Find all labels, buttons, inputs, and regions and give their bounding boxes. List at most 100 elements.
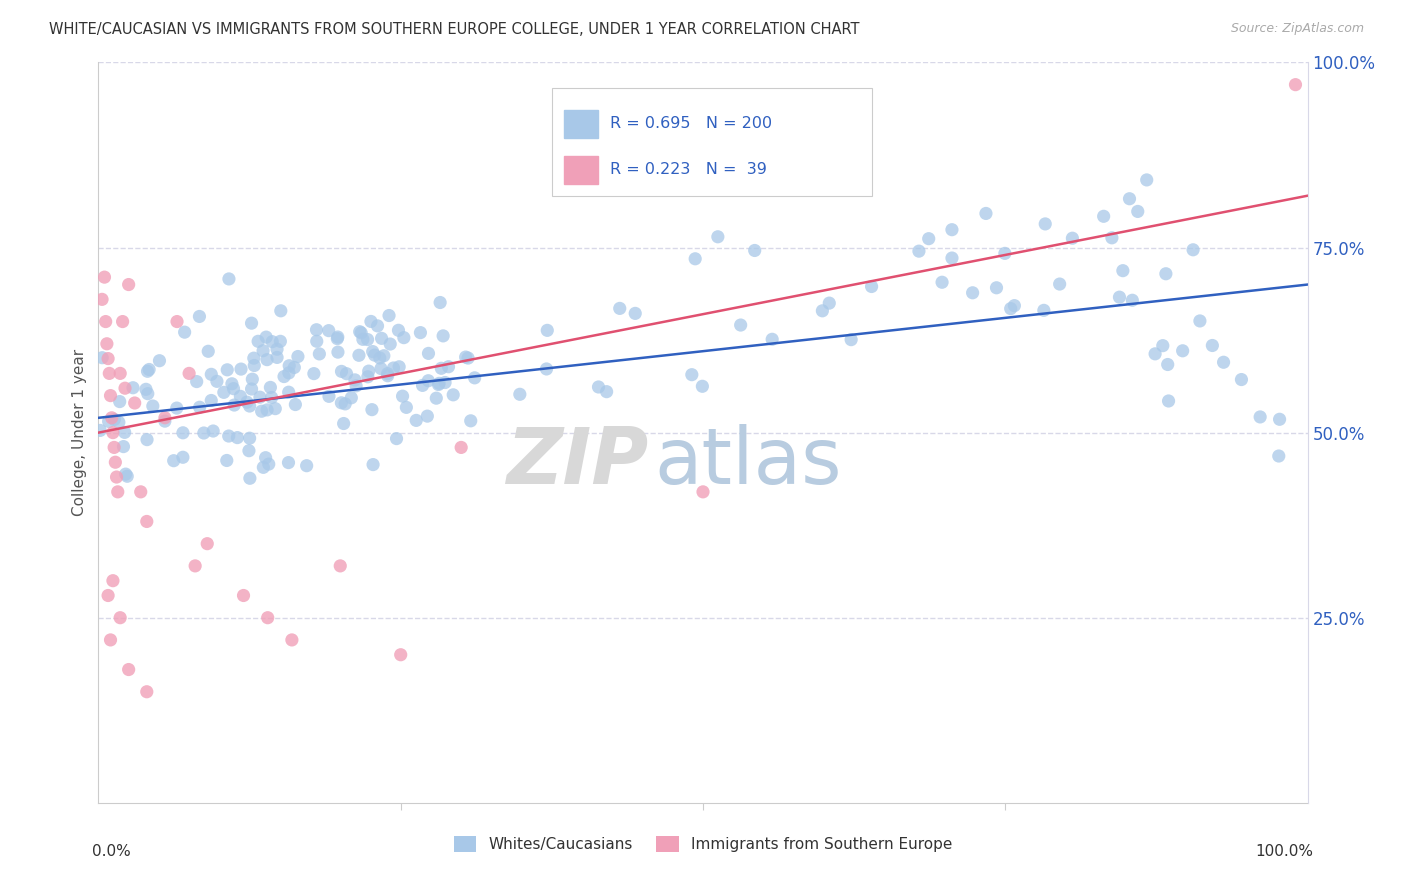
Point bbox=[377, 367, 399, 381]
Point bbox=[373, 349, 395, 363]
Point bbox=[744, 244, 766, 258]
Point bbox=[205, 375, 228, 389]
Point bbox=[247, 334, 270, 349]
Point bbox=[388, 359, 411, 374]
Point bbox=[97, 414, 120, 428]
Point bbox=[427, 377, 450, 392]
Point bbox=[277, 366, 299, 380]
Point bbox=[107, 484, 129, 499]
Point bbox=[153, 414, 176, 428]
Point bbox=[1154, 267, 1177, 281]
Point bbox=[218, 272, 240, 286]
Point bbox=[595, 384, 617, 399]
Point bbox=[350, 326, 373, 340]
Point bbox=[232, 589, 254, 603]
Point bbox=[624, 306, 647, 320]
Point bbox=[430, 361, 453, 376]
Point bbox=[264, 401, 287, 416]
Point bbox=[259, 380, 281, 394]
Point bbox=[429, 295, 451, 310]
Point bbox=[166, 314, 188, 328]
Text: R = 0.223   N =  39: R = 0.223 N = 39 bbox=[610, 162, 766, 178]
Point bbox=[197, 344, 219, 359]
Point bbox=[153, 410, 176, 425]
Point bbox=[1002, 299, 1025, 313]
Point bbox=[287, 350, 309, 364]
Point bbox=[1144, 347, 1167, 361]
Point bbox=[1000, 301, 1022, 316]
Point bbox=[266, 342, 288, 356]
Point bbox=[536, 323, 558, 337]
Point bbox=[860, 279, 883, 293]
Point bbox=[330, 364, 353, 378]
Point bbox=[409, 326, 432, 340]
Point bbox=[115, 469, 138, 483]
Point bbox=[367, 318, 389, 333]
Point bbox=[385, 432, 408, 446]
Point bbox=[1049, 277, 1071, 291]
Point bbox=[588, 380, 610, 394]
Point bbox=[1152, 339, 1174, 353]
Point bbox=[212, 385, 235, 400]
Point bbox=[222, 382, 245, 396]
Point bbox=[254, 330, 277, 344]
Point bbox=[217, 363, 239, 377]
Point bbox=[395, 401, 418, 415]
Point bbox=[179, 367, 201, 381]
Point bbox=[425, 391, 447, 405]
Point bbox=[135, 515, 157, 529]
Point bbox=[761, 332, 783, 346]
Point bbox=[118, 277, 141, 292]
Point bbox=[389, 648, 412, 662]
Point bbox=[1062, 231, 1084, 245]
Point bbox=[195, 536, 218, 550]
Point bbox=[97, 589, 120, 603]
Point bbox=[1212, 355, 1234, 369]
Point bbox=[380, 337, 402, 351]
Point bbox=[1112, 263, 1135, 277]
Point bbox=[454, 350, 477, 364]
Point bbox=[277, 456, 299, 470]
Point bbox=[318, 389, 340, 403]
Point bbox=[278, 359, 301, 373]
Point bbox=[349, 325, 371, 339]
Point bbox=[941, 223, 963, 237]
Point bbox=[239, 399, 262, 413]
Point bbox=[692, 379, 714, 393]
Point bbox=[97, 351, 120, 366]
Point bbox=[1171, 343, 1194, 358]
Point bbox=[962, 285, 984, 300]
Point bbox=[340, 391, 363, 405]
Text: ZIP: ZIP bbox=[506, 425, 648, 500]
Point bbox=[318, 324, 340, 338]
Point bbox=[1268, 449, 1291, 463]
Point bbox=[114, 467, 136, 482]
Point bbox=[464, 371, 486, 385]
Point bbox=[135, 382, 157, 396]
Point bbox=[229, 362, 252, 376]
Point bbox=[172, 450, 194, 465]
Point bbox=[344, 379, 367, 393]
Text: WHITE/CAUCASIAN VS IMMIGRANTS FROM SOUTHERN EUROPE COLLEGE, UNDER 1 YEAR CORRELA: WHITE/CAUCASIAN VS IMMIGRANTS FROM SOUTH… bbox=[49, 22, 859, 37]
Y-axis label: College, Under 1 year: College, Under 1 year bbox=[72, 349, 87, 516]
Point bbox=[266, 351, 288, 365]
Point bbox=[418, 346, 440, 360]
Point bbox=[111, 314, 134, 328]
Point bbox=[173, 325, 195, 339]
Point bbox=[1157, 358, 1180, 372]
Point bbox=[1201, 338, 1223, 352]
Point bbox=[1230, 373, 1253, 387]
Point bbox=[1032, 303, 1054, 318]
Point bbox=[839, 333, 862, 347]
Point bbox=[368, 351, 391, 365]
Point bbox=[186, 375, 208, 389]
Point bbox=[1108, 290, 1130, 304]
Point bbox=[457, 351, 479, 365]
Point bbox=[1284, 78, 1306, 92]
Point bbox=[100, 410, 122, 425]
Point bbox=[166, 401, 188, 415]
Point bbox=[239, 431, 262, 445]
Point bbox=[240, 382, 263, 396]
Point bbox=[256, 352, 278, 367]
Text: 0.0%: 0.0% bbox=[93, 844, 131, 858]
